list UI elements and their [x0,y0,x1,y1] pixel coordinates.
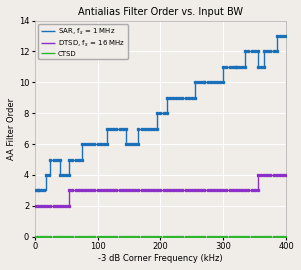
Line: SAR, f$_s$ = 1 MHz: SAR, f$_s$ = 1 MHz [35,36,286,190]
SAR, f$_s$ = 1 MHz [80,158,84,161]
SAR, f$_s$ = 1 MHz [262,65,266,69]
Legend: SAR, f$_s$ = 1 MHz, DTSD, f$_s$ = 16 MHz, CTSD: SAR, f$_s$ = 1 MHz, DTSD, f$_s$ = 16 MHz… [38,24,128,59]
SAR, f$_s$ = 1 MHz [256,50,260,53]
SAR, f$_s$ = 1 MHz [137,143,140,146]
SAR, f$_s$ = 1 MHz [36,189,40,192]
SAR, f$_s$ = 1 MHz [124,127,128,130]
SAR, f$_s$ = 1 MHz [203,81,206,84]
SAR, f$_s$ = 1 MHz [256,65,260,69]
SAR, f$_s$ = 1 MHz [165,96,169,99]
SAR, f$_s$ = 1 MHz [193,96,197,99]
SAR, f$_s$ = 1 MHz [58,158,62,161]
SAR, f$_s$ = 1 MHz [44,189,48,192]
SAR, f$_s$ = 1 MHz [49,173,52,177]
SAR, f$_s$ = 1 MHz [156,112,159,115]
SAR, f$_s$ = 1 MHz [137,127,140,130]
SAR, f$_s$ = 1 MHz [234,65,238,69]
DTSD, f$_s$ = 16 MHz [67,189,71,192]
SAR, f$_s$ = 1 MHz [156,127,159,130]
SAR, f$_s$ = 1 MHz [165,112,169,115]
SAR, f$_s$ = 1 MHz [33,189,37,192]
DTSD, f$_s$ = 16 MHz [284,173,288,177]
SAR, f$_s$ = 1 MHz [244,50,247,53]
Title: Antialias Filter Order vs. Input BW: Antialias Filter Order vs. Input BW [78,7,243,17]
SAR, f$_s$ = 1 MHz [124,143,128,146]
SAR, f$_s$ = 1 MHz [36,189,40,192]
SAR, f$_s$ = 1 MHz [275,50,278,53]
SAR, f$_s$ = 1 MHz [105,143,109,146]
SAR, f$_s$ = 1 MHz [193,81,197,84]
SAR, f$_s$ = 1 MHz [275,34,278,38]
SAR, f$_s$ = 1 MHz [80,143,84,146]
SAR, f$_s$ = 1 MHz [105,127,109,130]
SAR, f$_s$ = 1 MHz [244,65,247,69]
Y-axis label: AA Filter Order: AA Filter Order [7,97,16,160]
SAR, f$_s$ = 1 MHz [234,65,238,69]
SAR, f$_s$ = 1 MHz [203,81,206,84]
SAR, f$_s$ = 1 MHz [262,50,266,53]
SAR, f$_s$ = 1 MHz [49,158,52,161]
SAR, f$_s$ = 1 MHz [222,81,225,84]
SAR, f$_s$ = 1 MHz [44,173,48,177]
DTSD, f$_s$ = 16 MHz [256,173,260,177]
SAR, f$_s$ = 1 MHz [58,173,62,177]
SAR, f$_s$ = 1 MHz [67,158,71,161]
DTSD, f$_s$ = 16 MHz [256,189,260,192]
Line: DTSD, f$_s$ = 16 MHz: DTSD, f$_s$ = 16 MHz [35,175,286,206]
SAR, f$_s$ = 1 MHz [67,173,71,177]
X-axis label: -3 dB Corner Frequency (kHz): -3 dB Corner Frequency (kHz) [98,254,223,263]
DTSD, f$_s$ = 16 MHz [67,204,71,207]
SAR, f$_s$ = 1 MHz [222,65,225,69]
SAR, f$_s$ = 1 MHz [284,34,288,38]
DTSD, f$_s$ = 16 MHz [33,204,37,207]
